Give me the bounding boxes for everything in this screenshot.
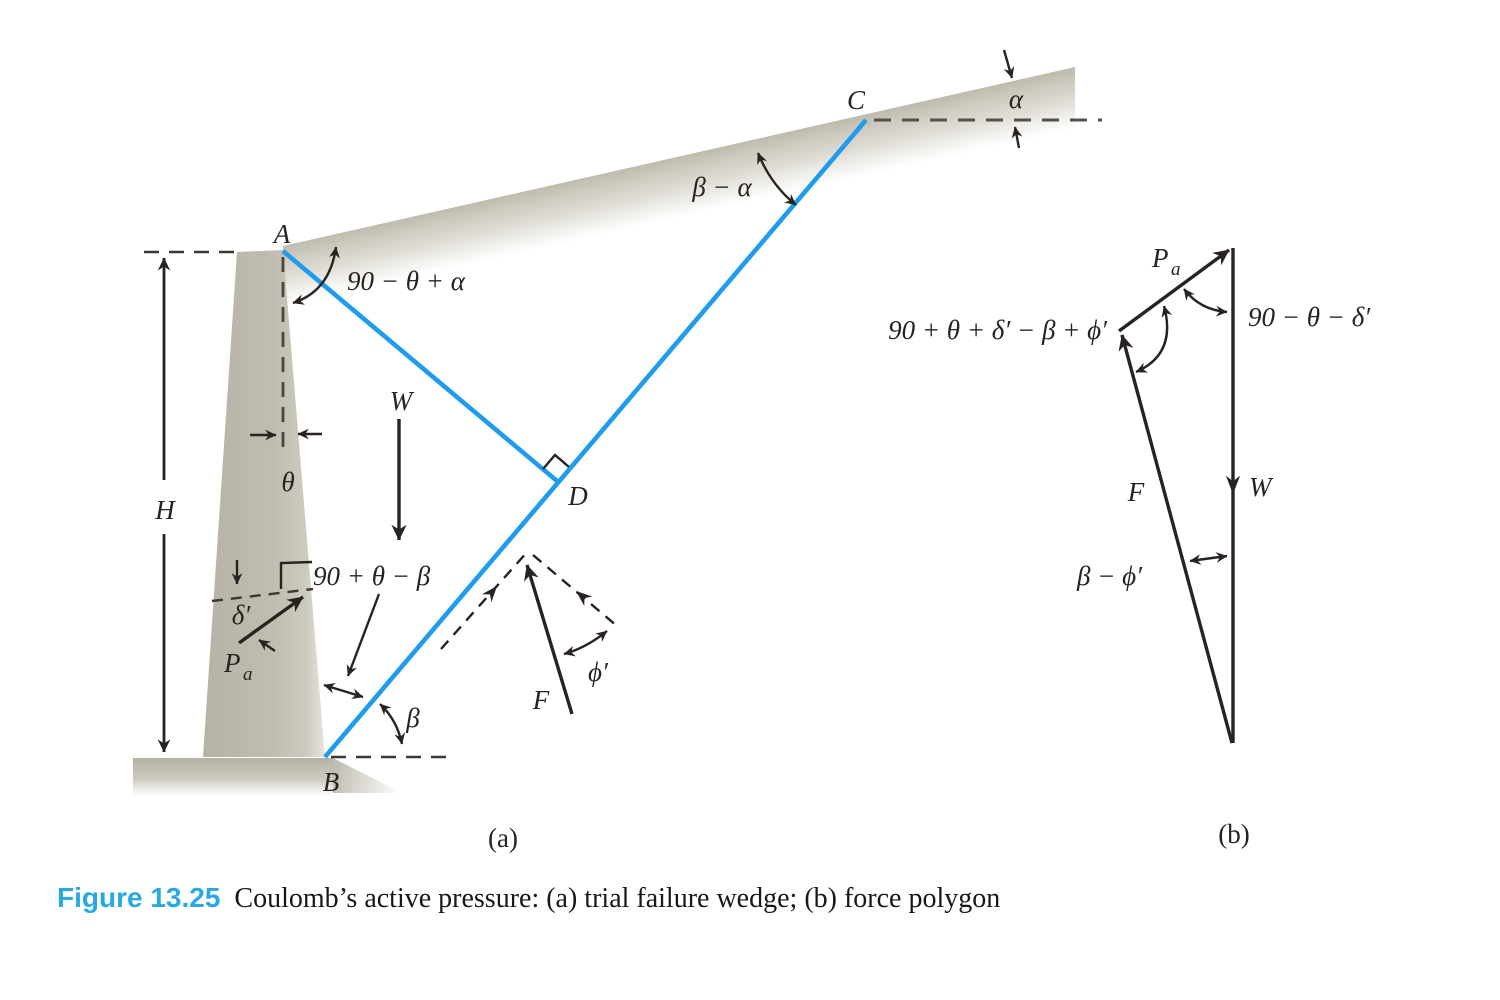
panel-b-tag: (b): [1218, 819, 1249, 849]
angle-arc-at-A: [292, 246, 340, 305]
point-C-label: C: [847, 85, 866, 115]
polygon-active-force-label: P: [1151, 243, 1169, 273]
alpha-label: α: [1009, 84, 1024, 114]
polygon-weight-label: W: [1249, 472, 1274, 502]
polygon-bottom-angle-double-arrow: [1189, 552, 1228, 565]
angle-at-B-double-arrow: [323, 683, 364, 699]
right-angle-mark-at-wall: [279, 560, 313, 589]
angle-at-C-label: β − α: [691, 172, 752, 202]
polygon-left-angle-label: 90 + θ + δ′ − β + ϕ′: [888, 315, 1108, 345]
reaction-force-arrow: [524, 564, 574, 715]
wall-height-label: H: [154, 495, 176, 525]
beta-label: β: [405, 703, 420, 733]
point-A-label: A: [272, 219, 291, 249]
delta-arrow-up: [258, 639, 276, 652]
weight-label: W: [390, 386, 415, 416]
polygon-reaction-arrow: [1118, 334, 1234, 744]
alpha-arrow-down: [1002, 49, 1015, 79]
point-D-label: D: [567, 481, 588, 511]
active-force-arrow: [238, 595, 304, 645]
polygon-reaction-label: F: [1127, 477, 1145, 507]
polygon-top-right-angle-label: 90 − θ − δ′: [1248, 302, 1371, 332]
reaction-force-label: F: [532, 685, 550, 715]
backfill-slope-surface: [283, 67, 1075, 326]
normal-direction-arrowhead: [572, 586, 593, 607]
phi-angle-arc: [563, 630, 608, 657]
delta-prime-label: δ′: [232, 600, 252, 630]
ground-strip: [133, 758, 333, 796]
trial-wedge-diagram: H θ 90 − θ + α β − α α W 90 + θ − β β: [133, 49, 1102, 853]
ground-shadow-fan: [333, 758, 402, 793]
angle-at-A-label: 90 − θ + α: [347, 266, 466, 296]
figure-caption: Figure 13.25 Coulomb’s active pressure: (…: [57, 882, 1000, 915]
normal-direction-dashed-line: [532, 554, 618, 627]
polygon-top-angle-arc: [1183, 288, 1228, 317]
failure-plane-BC: [323, 118, 868, 759]
figure-caption-number: Figure 13.25: [57, 882, 221, 913]
angle-arc-beta-minus-alpha: [756, 152, 797, 206]
active-force-label: P: [223, 648, 241, 678]
active-force-subscript: a: [243, 664, 253, 685]
right-angle-mark-at-D: [542, 453, 570, 470]
angle-at-B-leader-arrow: [346, 593, 381, 677]
polygon-left-angle-arc: [1135, 305, 1173, 374]
force-polygon-diagram: P a 90 − θ − δ′ 90 + θ + δ′ − β + ϕ′ F W…: [888, 243, 1371, 849]
angle-at-B-label: 90 + θ − β: [313, 561, 431, 591]
beta-angle-arc: [379, 703, 406, 745]
figure-caption-text: Coulomb’s active pressure: (a) trial fai…: [234, 883, 1001, 914]
panel-a-tag: (a): [488, 823, 518, 853]
theta-label: θ: [281, 467, 294, 497]
phi-prime-label: ϕ′: [588, 657, 609, 687]
retaining-wall: [203, 250, 325, 757]
alpha-arrow-up: [1011, 126, 1023, 149]
shear-direction-dashed-arrow: [440, 550, 529, 650]
point-B-label: B: [323, 767, 340, 797]
polygon-active-force-subscript: a: [1171, 259, 1181, 280]
wall-normal-dashed-line: [211, 587, 314, 603]
polygon-bottom-angle-label: β − ϕ′: [1076, 561, 1143, 591]
